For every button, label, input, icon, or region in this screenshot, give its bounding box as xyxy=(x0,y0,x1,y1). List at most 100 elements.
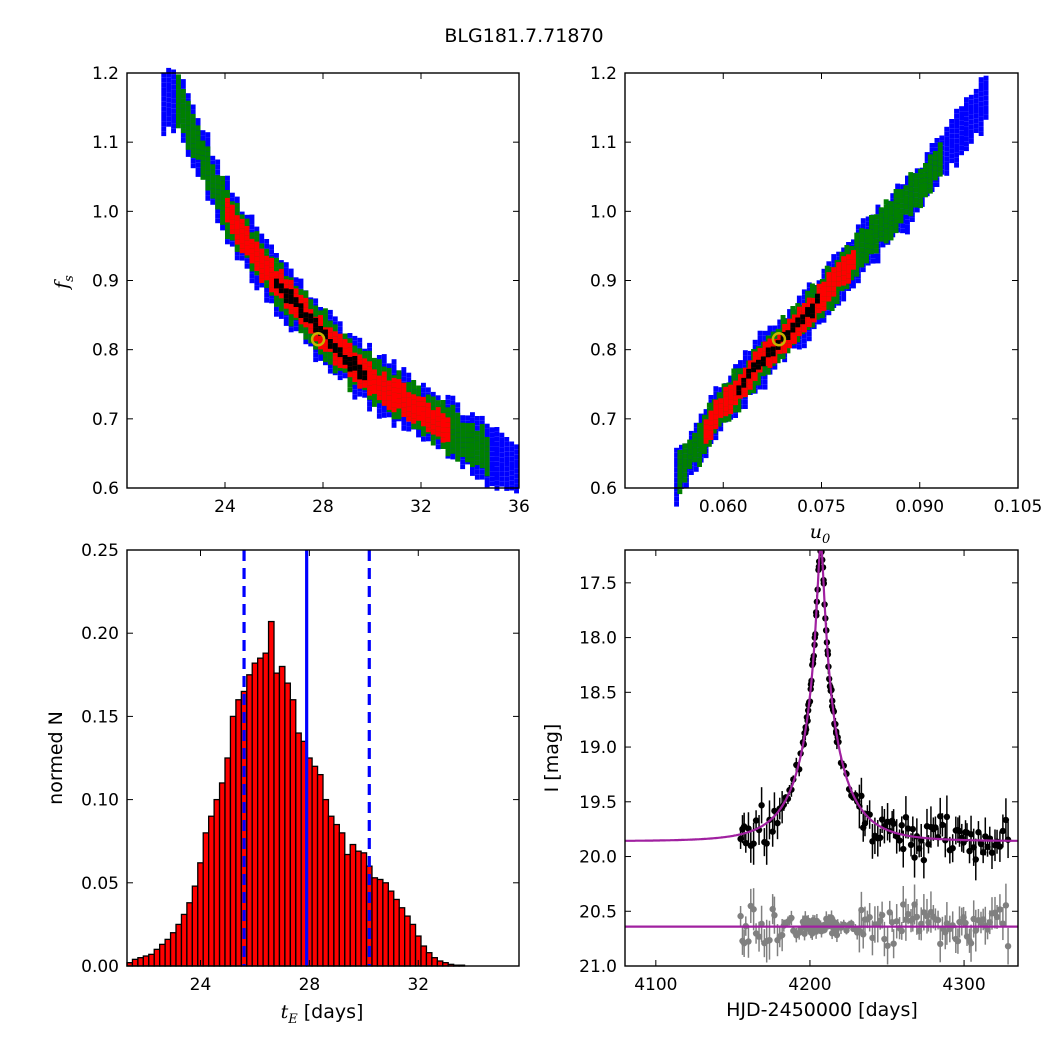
data-point xyxy=(869,838,876,845)
light-curve-xlabel: HJD-2450000 [days] xyxy=(726,999,918,1021)
density-cell-green xyxy=(893,228,899,234)
density-cell-black xyxy=(352,356,358,361)
density-cell-blue xyxy=(249,224,255,230)
density-cell-green xyxy=(225,194,230,200)
x-tick-label: 36 xyxy=(508,497,530,517)
density-cell-red xyxy=(234,239,240,245)
density-cell-blue xyxy=(806,287,812,293)
density-cell-blue xyxy=(352,335,358,341)
density-cell-blue xyxy=(479,415,485,421)
y-tick-label: 0.15 xyxy=(81,707,119,727)
density-cell-green xyxy=(479,433,485,439)
density-cell-blue xyxy=(225,175,230,181)
density-cell-green xyxy=(474,445,480,451)
y-tick-label: 0.05 xyxy=(81,874,119,894)
density-cell-green xyxy=(215,194,221,200)
density-cell-red xyxy=(435,426,441,432)
residual-point xyxy=(833,931,841,939)
density-cell-green xyxy=(859,257,865,263)
density-cell-green xyxy=(386,377,392,383)
density-cell-green xyxy=(185,125,191,131)
density-cell-green xyxy=(692,442,697,448)
histogram-bar xyxy=(213,798,221,967)
density-cell-black xyxy=(323,334,328,340)
density-cell-green xyxy=(185,144,191,150)
density-cell-red xyxy=(254,266,260,271)
density-cell-green xyxy=(888,206,894,211)
density-cell-red xyxy=(342,363,348,369)
density-cell-green xyxy=(421,426,426,432)
density-cell-blue xyxy=(801,338,807,344)
density-cell-green xyxy=(687,464,693,469)
density-cell-red xyxy=(401,397,407,403)
density-cell-blue xyxy=(161,92,167,97)
density-cell-green xyxy=(751,349,756,354)
density-cell-blue xyxy=(934,182,940,187)
density-cell-blue xyxy=(959,111,964,116)
density-cell-blue xyxy=(949,133,955,139)
histogram-bar xyxy=(387,890,395,967)
density-cell-green xyxy=(864,234,869,239)
density-cell-blue xyxy=(949,123,955,129)
density-cell-green xyxy=(313,339,319,345)
density-cell-black xyxy=(775,340,781,345)
data-point xyxy=(939,821,946,829)
density-cell-green xyxy=(903,185,909,191)
density-cell-green xyxy=(864,253,869,259)
density-cell-green xyxy=(937,147,943,153)
density-cell-black xyxy=(342,355,348,360)
density-cell-red xyxy=(723,406,729,412)
density-cell-green xyxy=(908,186,914,192)
density-cell-red xyxy=(435,407,441,412)
density-cell-green xyxy=(176,113,181,119)
best-fit-marker xyxy=(310,332,326,347)
density-cell-blue xyxy=(905,180,910,186)
density-cell-blue xyxy=(674,472,679,478)
x-tick-label: 0.075 xyxy=(797,497,846,517)
density-cell-red xyxy=(386,405,392,410)
density-cell-green xyxy=(706,402,712,408)
density-cell-green xyxy=(391,414,397,420)
density-cell-blue xyxy=(860,218,866,224)
density-cell-blue xyxy=(949,119,955,124)
density-cell-green xyxy=(176,84,181,90)
density-cell-red xyxy=(796,311,802,317)
density-cell-green xyxy=(913,173,919,179)
density-cell-red xyxy=(303,302,309,308)
residual-point xyxy=(996,906,1004,913)
density-cell-green xyxy=(484,466,490,472)
density-cell-red xyxy=(718,398,724,404)
data-point xyxy=(752,817,760,824)
density-cell-green xyxy=(205,185,211,191)
density-cell-green xyxy=(888,215,894,221)
density-cell-green xyxy=(303,334,309,340)
density-cell-red xyxy=(229,219,235,225)
density-cell-green xyxy=(854,271,860,277)
residual-point xyxy=(737,912,744,920)
density-cell-green xyxy=(470,442,475,448)
density-cell-green xyxy=(479,453,485,459)
density-cell-red xyxy=(269,262,274,268)
density-cell-green xyxy=(918,173,923,179)
density-cell-blue xyxy=(376,404,382,409)
density-cell-red xyxy=(703,419,709,425)
density-cell-blue xyxy=(327,309,333,315)
density-cell-blue xyxy=(357,391,363,397)
density-cell-black xyxy=(357,374,363,380)
density-cell-green xyxy=(849,275,855,281)
density-cell-green xyxy=(805,325,810,330)
density-cell-green xyxy=(465,457,470,463)
density-cell-green xyxy=(760,366,766,372)
histogram-bar xyxy=(327,815,335,967)
data-point xyxy=(996,843,1004,850)
density-cell-green xyxy=(254,236,260,241)
residual-point xyxy=(934,916,942,924)
density-cell-red xyxy=(708,420,714,426)
density-cell-blue xyxy=(504,441,510,447)
density-cell-red xyxy=(411,404,417,409)
density-cell-green xyxy=(283,276,289,281)
histogram-bar xyxy=(218,782,226,967)
residual-point xyxy=(993,913,1001,921)
density-cell-red xyxy=(318,315,323,320)
density-cell-green xyxy=(416,385,421,391)
